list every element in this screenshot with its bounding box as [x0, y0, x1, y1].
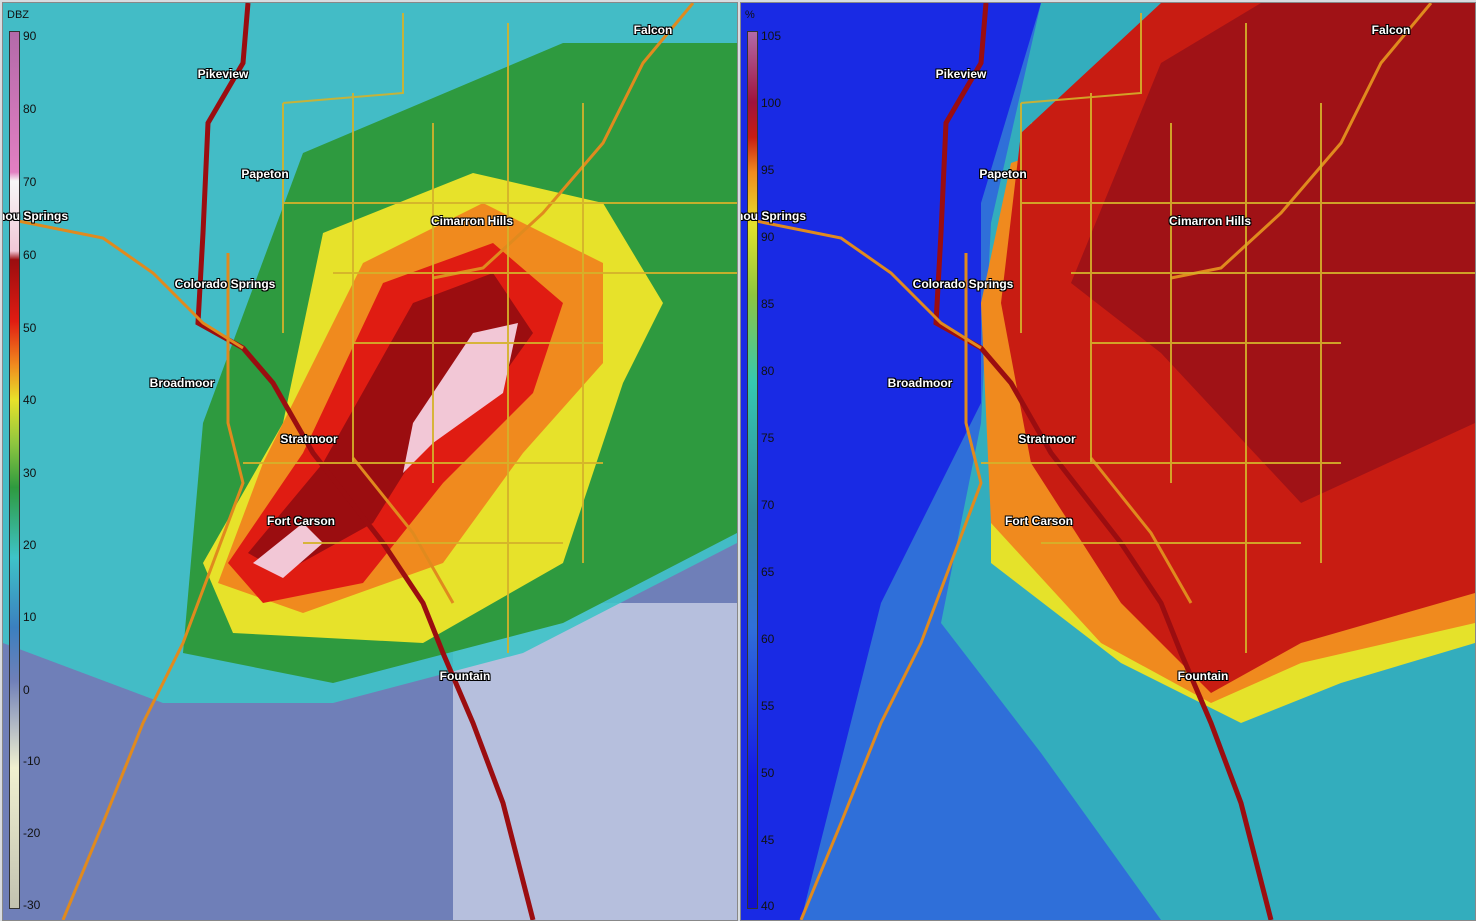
scale-tick: 10	[23, 610, 37, 624]
city-label-pikeview: Pikeview	[197, 67, 249, 81]
interstate-road	[933, 3, 1274, 920]
dbz-unit-label: DBZ	[7, 9, 29, 21]
scale-tick: 75	[761, 431, 775, 445]
scale-tick: 95	[761, 163, 775, 177]
reflectivity-map-panel[interactable]: DBZ 90 80 70 60 50 40 30 20 10 0 -10 -20…	[2, 2, 738, 921]
scale-tick: 60	[23, 248, 37, 262]
city-label-cimarron-hills: Cimarron Hills	[430, 214, 514, 228]
scale-tick: 70	[23, 175, 37, 189]
scale-tick: 50	[23, 321, 37, 335]
hail-core-region-south	[253, 523, 323, 578]
city-label-falcon: Falcon	[1371, 23, 1411, 37]
highway-road-2	[799, 253, 1193, 920]
scale-tick: 100	[761, 96, 782, 110]
hail-core-region	[403, 323, 518, 473]
core-echo-region	[248, 273, 533, 573]
cc-color-scale	[747, 31, 758, 909]
city-label-colorado-springs: Colorado Springs	[174, 277, 276, 291]
scale-tick: 85	[761, 297, 775, 311]
scale-tick: 30	[23, 466, 37, 480]
scale-tick: 90	[761, 230, 775, 244]
highway-road	[3, 3, 695, 350]
scale-tick: 45	[761, 833, 775, 847]
correlation-map-panel[interactable]: % 105 100 95 90 85 80 75 70 65 60 55 50 …	[740, 2, 1476, 921]
scale-tick: 40	[23, 393, 37, 407]
scale-tick: 65	[761, 565, 775, 579]
city-label-manitou-springs: nou Springs	[740, 209, 806, 223]
city-label-fort-carson: Fort Carson	[1004, 514, 1074, 528]
city-label-fountain: Fountain	[439, 669, 491, 683]
city-label-papeton: Papeton	[241, 167, 289, 181]
city-label-stratmoor: Stratmoor	[1018, 432, 1076, 446]
scale-tick: -20	[23, 826, 41, 840]
scale-tick: 105	[761, 29, 782, 43]
interstate-road	[195, 3, 536, 920]
city-label-manitou-springs: nou Springs	[2, 209, 68, 223]
city-label-colorado-springs: Colorado Springs	[912, 277, 1014, 291]
highway-road	[741, 3, 1433, 350]
city-label-papeton: Papeton	[979, 167, 1027, 181]
scale-tick: -30	[23, 898, 41, 912]
scale-tick: 80	[23, 102, 37, 116]
scale-tick: 50	[761, 766, 775, 780]
scale-tick: 20	[23, 538, 37, 552]
city-label-fountain: Fountain	[1177, 669, 1229, 683]
scale-tick: -10	[23, 754, 41, 768]
scale-tick: 70	[761, 498, 775, 512]
scale-tick: 40	[761, 899, 775, 913]
dbz-color-scale	[9, 31, 20, 909]
city-label-cimarron-hills: Cimarron Hills	[1168, 214, 1252, 228]
city-label-broadmoor: Broadmoor	[887, 376, 953, 390]
scale-tick: 60	[761, 632, 775, 646]
correlation-map	[741, 3, 1475, 920]
reflectivity-map	[3, 3, 737, 920]
scale-tick: 80	[761, 364, 775, 378]
city-label-fort-carson: Fort Carson	[266, 514, 336, 528]
scale-tick: 90	[23, 29, 37, 43]
highway-road-2	[61, 253, 455, 920]
city-label-falcon: Falcon	[633, 23, 673, 37]
city-label-broadmoor: Broadmoor	[149, 376, 215, 390]
minor-roads	[981, 13, 1475, 653]
scale-tick: 0	[23, 683, 30, 697]
scale-tick: 55	[761, 699, 775, 713]
minor-roads	[243, 13, 737, 653]
cc-unit-label: %	[745, 9, 755, 21]
city-label-stratmoor: Stratmoor	[280, 432, 338, 446]
city-label-pikeview: Pikeview	[935, 67, 987, 81]
